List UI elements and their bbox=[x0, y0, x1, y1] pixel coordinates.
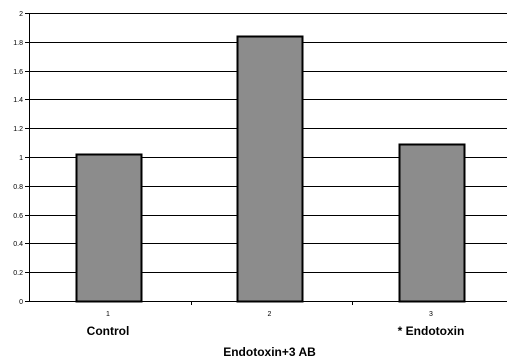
y-tick-label: 1.6 bbox=[13, 69, 23, 76]
x-tick-label: 1 bbox=[106, 311, 110, 318]
x-tick-label: 2 bbox=[268, 311, 272, 318]
category-label: Control bbox=[87, 324, 130, 338]
y-tick-label: 1.8 bbox=[13, 40, 23, 47]
bar-3 bbox=[398, 143, 466, 303]
bars bbox=[75, 35, 466, 303]
bar-1 bbox=[75, 153, 143, 303]
x-tick-labels: 1 2 3 bbox=[106, 311, 433, 318]
category-labels: Control Endotoxin+3 AB * Endotoxin bbox=[87, 324, 465, 359]
y-tick-label: 2 bbox=[19, 11, 23, 18]
x-tick-label: 3 bbox=[429, 311, 433, 318]
y-tick-label: 0.6 bbox=[13, 213, 23, 220]
y-tick-label: 0 bbox=[19, 299, 23, 306]
y-tick-label: 1.2 bbox=[13, 126, 23, 133]
y-tick-labels: 0 0.2 0.4 0.6 0.8 1 1.2 1.4 1.6 1.8 2 bbox=[13, 11, 23, 306]
bar-2 bbox=[236, 35, 304, 303]
axes bbox=[29, 13, 507, 302]
y-tick-label: 0.8 bbox=[13, 184, 23, 191]
y-tick-label: 0.4 bbox=[13, 241, 23, 248]
category-label: Endotoxin+3 AB bbox=[223, 345, 316, 359]
category-label: * Endotoxin bbox=[398, 324, 465, 338]
y-tick-label: 1 bbox=[19, 155, 23, 162]
y-tick-label: 1.4 bbox=[13, 97, 23, 104]
y-tick-label: 0.2 bbox=[13, 270, 23, 277]
